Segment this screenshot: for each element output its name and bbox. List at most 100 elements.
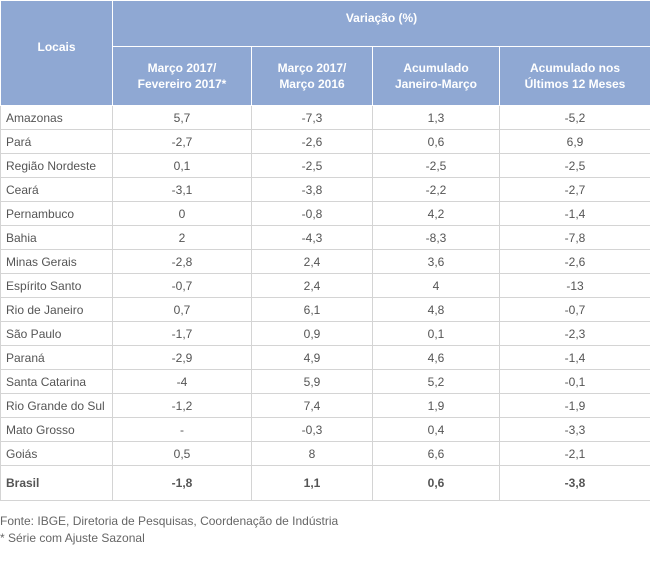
cell-value: -2,5 <box>251 153 373 178</box>
cell-value: 4,6 <box>372 345 500 370</box>
cell-value: 4,9 <box>251 345 373 370</box>
cell-value: -2,1 <box>499 441 650 466</box>
table-row: Amazonas 5,7 -7,3 1,3 -5,2 <box>0 105 650 130</box>
total-row: Brasil -1,8 1,1 0,6 -3,8 <box>0 465 650 501</box>
cell-value: - <box>112 417 252 442</box>
cell-value: 6,1 <box>251 297 373 322</box>
cell-location: Ceará <box>0 177 113 202</box>
cell-value: -4,3 <box>251 225 373 250</box>
cell-value: 3,6 <box>372 249 500 274</box>
table-row: Goiás 0,5 8 6,6 -2,1 <box>0 441 650 466</box>
cell-value: -3,8 <box>251 177 373 202</box>
table-row: Minas Gerais -2,8 2,4 3,6 -2,6 <box>0 249 650 274</box>
table-row: Rio de Janeiro 0,7 6,1 4,8 -0,7 <box>0 297 650 322</box>
cell-value: -2,2 <box>372 177 500 202</box>
table-row: Região Nordeste 0,1 -2,5 -2,5 -2,5 <box>0 153 650 178</box>
header-col-mar-mar: Março 2017/ Março 2016 <box>251 46 373 106</box>
header-col-acum-jan-mar: Acumulado Janeiro-Março <box>372 46 500 106</box>
cell-location: São Paulo <box>0 321 113 346</box>
cell-value: -2,6 <box>499 249 650 274</box>
cell-value: -0,8 <box>251 201 373 226</box>
cell-location: Santa Catarina <box>0 369 113 394</box>
cell-location: Rio Grande do Sul <box>0 393 113 418</box>
variation-table: Locais Variação (%) Março 2017/ Fevereir… <box>0 0 650 501</box>
cell-value: -1,9 <box>499 393 650 418</box>
cell-value: 0,7 <box>112 297 252 322</box>
cell-value: -1,2 <box>112 393 252 418</box>
cell-value: 8 <box>251 441 373 466</box>
cell-value: -1,4 <box>499 201 650 226</box>
cell-location: Paraná <box>0 345 113 370</box>
cell-value: 5,2 <box>372 369 500 394</box>
cell-value: 1,9 <box>372 393 500 418</box>
header-line: Fevereiro 2017* <box>137 77 227 91</box>
header-line: Acumulado nos <box>529 61 620 75</box>
table-header: Locais Variação (%) Março 2017/ Fevereir… <box>0 0 650 106</box>
cell-value: -2,9 <box>112 345 252 370</box>
cell-value: 1,3 <box>372 105 500 130</box>
header-col-mar-fev: Março 2017/ Fevereiro 2017* <box>112 46 252 106</box>
source-note: Fonte: IBGE, Diretoria de Pesquisas, Coo… <box>0 514 339 528</box>
cell-value: 2,4 <box>251 273 373 298</box>
cell-value: -2,3 <box>499 321 650 346</box>
table-row: Mato Grosso - -0,3 0,4 -3,3 <box>0 417 650 442</box>
seasonal-adjustment-note: * Série com Ajuste Sazonal <box>0 531 145 545</box>
cell-value: 0,9 <box>251 321 373 346</box>
table-row: Bahia 2 -4,3 -8,3 -7,8 <box>0 225 650 250</box>
header-col-acum-12m: Acumulado nos Últimos 12 Meses <box>499 46 650 106</box>
header-line: Janeiro-Março <box>394 77 478 91</box>
table-row: Paraná -2,9 4,9 4,6 -1,4 <box>0 345 650 370</box>
cell-value: 0,6 <box>372 465 500 501</box>
table-row: Santa Catarina -4 5,9 5,2 -0,1 <box>0 369 650 394</box>
table-row: Pará -2,7 -2,6 0,6 6,9 <box>0 129 650 154</box>
header-variacao: Variação (%) <box>112 0 650 47</box>
cell-value: -2,8 <box>112 249 252 274</box>
cell-value: -0,7 <box>112 273 252 298</box>
cell-location: Pernambuco <box>0 201 113 226</box>
cell-value: 0,1 <box>112 153 252 178</box>
cell-location: Rio de Janeiro <box>0 297 113 322</box>
cell-value: -2,5 <box>499 153 650 178</box>
header-line: Últimos 12 Meses <box>524 77 626 91</box>
cell-value: -1,8 <box>112 465 252 501</box>
header-line: Março 2017/ <box>277 61 347 75</box>
cell-value: -5,2 <box>499 105 650 130</box>
cell-value: 2 <box>112 225 252 250</box>
cell-value: 7,4 <box>251 393 373 418</box>
cell-value: -1,7 <box>112 321 252 346</box>
cell-location: Pará <box>0 129 113 154</box>
cell-value: 0,6 <box>372 129 500 154</box>
cell-value: -7,3 <box>251 105 373 130</box>
cell-value: 4 <box>372 273 500 298</box>
cell-value: -1,4 <box>499 345 650 370</box>
cell-value: 6,6 <box>372 441 500 466</box>
cell-value: -2,5 <box>372 153 500 178</box>
cell-value: -3,8 <box>499 465 650 501</box>
cell-value: -2,7 <box>499 177 650 202</box>
cell-value: 0,5 <box>112 441 252 466</box>
cell-location: Brasil <box>0 465 113 501</box>
header-line: Março 2016 <box>279 77 345 91</box>
cell-value: -4 <box>112 369 252 394</box>
cell-location: Amazonas <box>0 105 113 130</box>
cell-value: -3,3 <box>499 417 650 442</box>
cell-value: 4,2 <box>372 201 500 226</box>
table-row: Pernambuco 0 -0,8 4,2 -1,4 <box>0 201 650 226</box>
cell-value: -3,1 <box>112 177 252 202</box>
cell-value: 1,1 <box>251 465 373 501</box>
cell-value: 2,4 <box>251 249 373 274</box>
cell-value: -13 <box>499 273 650 298</box>
cell-location: Minas Gerais <box>0 249 113 274</box>
cell-value: 0,1 <box>372 321 500 346</box>
table-row: Ceará -3,1 -3,8 -2,2 -2,7 <box>0 177 650 202</box>
header-line: Março 2017/ <box>147 61 217 75</box>
cell-value: -0,1 <box>499 369 650 394</box>
header-locais: Locais <box>0 0 113 106</box>
cell-value: 0,4 <box>372 417 500 442</box>
cell-value: 5,7 <box>112 105 252 130</box>
cell-value: 6,9 <box>499 129 650 154</box>
table-row: São Paulo -1,7 0,9 0,1 -2,3 <box>0 321 650 346</box>
cell-value: 4,8 <box>372 297 500 322</box>
cell-location: Espírito Santo <box>0 273 113 298</box>
cell-location: Região Nordeste <box>0 153 113 178</box>
